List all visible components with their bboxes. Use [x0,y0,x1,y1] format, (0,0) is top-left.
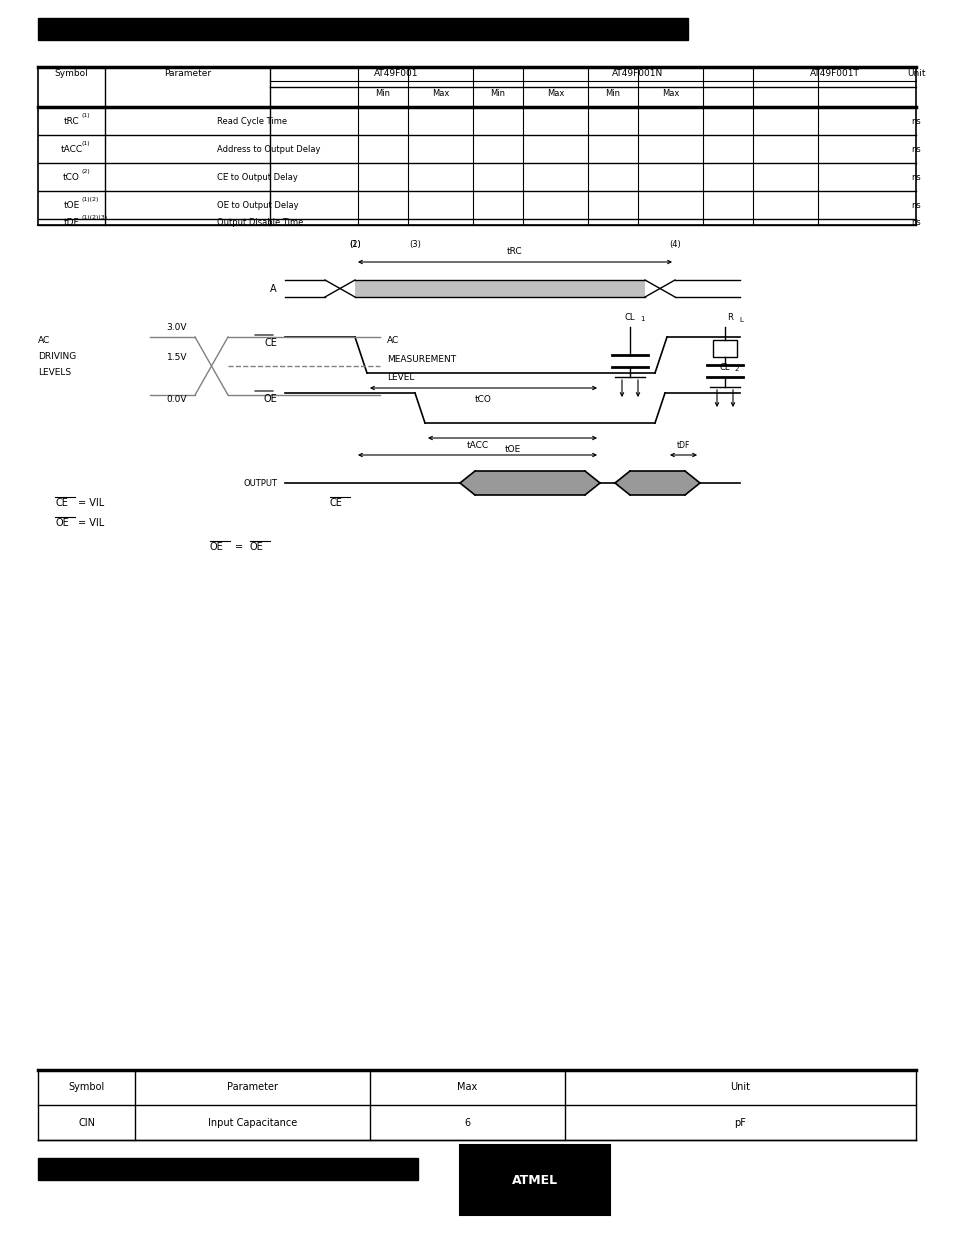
Polygon shape [459,471,599,495]
Text: AC: AC [387,336,399,346]
Text: 1: 1 [639,316,644,322]
Text: (3): (3) [409,241,420,249]
Text: OE: OE [55,517,69,529]
Bar [38,19,687,40]
Text: tRC: tRC [64,116,79,126]
Text: ATMEL: ATMEL [512,1173,558,1187]
Text: Symbol: Symbol [69,1083,105,1093]
Text: LEVELS: LEVELS [38,368,71,378]
Text: Read Cycle Time: Read Cycle Time [217,116,287,126]
Text: tDF: tDF [676,441,689,450]
Text: ns: ns [910,200,920,210]
Text: =: = [234,542,243,552]
Text: tOE: tOE [63,200,79,210]
Text: CL: CL [624,312,635,321]
Text: (1)(2): (1)(2) [81,198,99,203]
Text: tOE: tOE [504,445,520,453]
Text: MEASUREMENT: MEASUREMENT [387,354,456,363]
Text: = VIL: = VIL [78,517,104,529]
Text: Address to Output Delay: Address to Output Delay [217,144,320,153]
Text: Unit: Unit [730,1083,750,1093]
Polygon shape [615,471,700,495]
Text: Parameter: Parameter [164,69,211,79]
Text: Max: Max [432,89,449,99]
Text: 0.0V: 0.0V [167,395,187,405]
Text: tCO: tCO [63,173,80,182]
Text: Max: Max [661,89,679,99]
Text: Min: Min [490,89,505,99]
Text: Parameter: Parameter [227,1083,277,1093]
Text: pF: pF [734,1118,745,1128]
Text: Input Capacitance: Input Capacitance [208,1118,296,1128]
Text: CE̅ to Output Delay: CE̅ to Output Delay [217,173,298,182]
Text: 3.0V: 3.0V [167,322,187,331]
Text: OE̅ to Output Delay: OE̅ to Output Delay [217,200,299,210]
Text: ns: ns [910,116,920,126]
Text: tCO: tCO [475,394,492,404]
Text: tACC: tACC [60,144,83,153]
Text: LEVEL: LEVEL [387,373,414,382]
Text: = VIL: = VIL [78,498,104,508]
Text: CIN: CIN [78,1118,95,1128]
Text: (2): (2) [81,169,91,174]
Text: CL: CL [719,363,729,372]
Text: (4): (4) [668,241,680,249]
Polygon shape [355,280,644,296]
Text: AT49F001N: AT49F001N [612,69,663,79]
Text: AC: AC [38,336,51,346]
Text: Min: Min [605,89,619,99]
Text: tRC: tRC [507,247,522,257]
Text: Unit: Unit [905,69,924,79]
Text: DRIVING: DRIVING [38,352,76,362]
Text: OE: OE [250,542,263,552]
Text: OE: OE [263,394,276,404]
Text: Min: Min [375,89,390,99]
Text: Output Disable Time: Output Disable Time [217,217,304,226]
Text: (1): (1) [81,142,90,147]
Text: ns: ns [910,173,920,182]
Text: tACC: tACC [466,441,488,450]
Text: L: L [739,317,742,324]
Text: (1)(2)(3): (1)(2)(3) [81,215,108,220]
Bar [712,340,737,357]
Bar [38,1158,417,1179]
Text: (2): (2) [349,241,360,249]
Text: ns: ns [910,144,920,153]
Text: ns: ns [910,217,920,226]
Text: Max: Max [546,89,563,99]
Text: 6: 6 [464,1118,470,1128]
Text: AT49F001: AT49F001 [374,69,418,79]
Text: 2: 2 [734,366,739,372]
Text: R: R [726,312,732,321]
Text: (1): (1) [81,114,90,119]
Text: Max: Max [456,1083,477,1093]
Text: tDF: tDF [64,217,79,226]
Text: 1.5V: 1.5V [167,353,187,363]
Bar [459,1145,609,1215]
Text: CE: CE [55,498,68,508]
Text: CE: CE [330,498,342,508]
Text: CE: CE [264,338,276,348]
Text: AT49F001T: AT49F001T [809,69,859,79]
Text: A: A [270,284,276,294]
Text: (1): (1) [349,241,360,249]
Text: OE: OE [210,542,224,552]
Text: OUTPUT: OUTPUT [243,478,276,488]
Text: Symbol: Symbol [54,69,89,79]
